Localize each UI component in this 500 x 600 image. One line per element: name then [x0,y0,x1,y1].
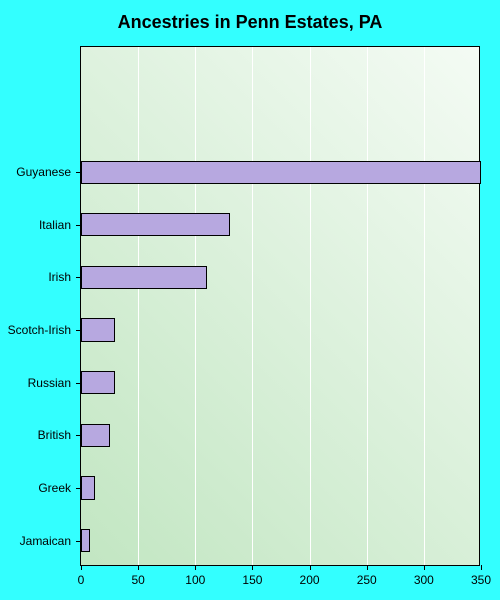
bar [81,371,115,394]
y-label: Guyanese [16,165,71,179]
x-tick-label: 150 [242,573,262,587]
bar [81,529,90,552]
y-tick-mark [76,330,81,331]
bar [81,476,95,499]
grid-line [367,47,368,565]
x-tick-label: 250 [357,573,377,587]
x-tick-label: 200 [300,573,320,587]
chart-page: Ancestries in Penn Estates, PA City-Data… [0,0,500,600]
plot-background [81,47,479,565]
x-tick-mark [367,565,368,570]
x-tick-label: 0 [78,573,85,587]
y-tick-mark [76,541,81,542]
y-label: Scotch-Irish [8,323,71,337]
bar [81,213,230,236]
x-tick-mark [195,565,196,570]
x-tick-mark [81,565,82,570]
grid-line [424,47,425,565]
grid-line [138,47,139,565]
chart-title: Ancestries in Penn Estates, PA [0,12,500,33]
bar [81,318,115,341]
y-label: Irish [48,270,71,284]
grid-line [252,47,253,565]
x-tick-label: 100 [185,573,205,587]
x-tick-label: 350 [471,573,491,587]
y-tick-mark [76,383,81,384]
x-tick-mark [138,565,139,570]
bar [81,161,481,184]
y-label: Italian [39,218,71,232]
bar [81,266,207,289]
x-tick-mark [481,565,482,570]
y-label: Russian [28,376,71,390]
y-label: British [38,428,71,442]
y-tick-mark [76,225,81,226]
grid-line [195,47,196,565]
y-tick-mark [76,435,81,436]
y-label: Greek [38,481,71,495]
x-tick-label: 50 [131,573,144,587]
y-label: Jamaican [20,534,71,548]
plot-area: 050100150200250300350GuyaneseItalianIris… [80,46,480,566]
x-tick-mark [424,565,425,570]
bar [81,424,110,447]
grid-line [310,47,311,565]
x-tick-label: 300 [414,573,434,587]
y-tick-mark [76,172,81,173]
x-tick-mark [310,565,311,570]
y-tick-mark [76,488,81,489]
x-tick-mark [252,565,253,570]
y-tick-mark [76,277,81,278]
